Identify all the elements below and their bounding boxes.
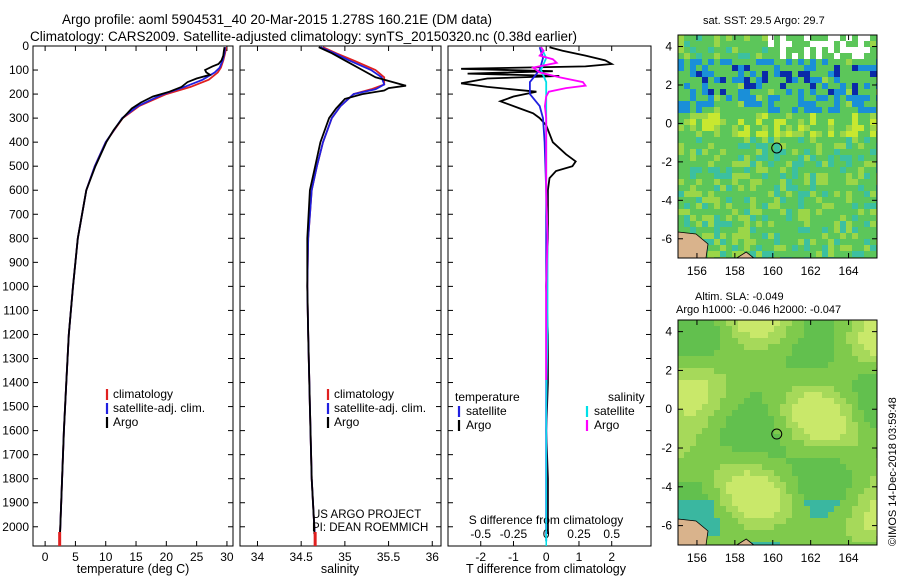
depth-tick-label: 400 xyxy=(9,135,29,149)
depth-tick-label: 600 xyxy=(9,183,29,197)
depth-tick-label: 1300 xyxy=(2,352,29,366)
temperature-xtick-label: 0 xyxy=(42,550,49,564)
salinity-xtick-label: 35.5 xyxy=(377,550,401,564)
pi-annotation: PI: DEAN ROEMMICH xyxy=(312,522,428,534)
legend-label: satellite-adj. clim. xyxy=(334,401,426,415)
depth-tick-label: 700 xyxy=(9,207,29,221)
project-annotation: US ARGO PROJECT xyxy=(312,509,421,521)
legend-label: Argo xyxy=(113,415,139,429)
sdiff-tick-label: -0.5 xyxy=(470,527,491,541)
temperature-plot-frame xyxy=(32,45,234,547)
sla_map-ytick-label: 0 xyxy=(665,402,672,416)
legend-temperature-title: temperature xyxy=(455,390,520,404)
depth-tick-label: 0 xyxy=(22,39,29,53)
salinity-xtick-label: 36 xyxy=(426,550,440,564)
tdiff-tick-label: -1 xyxy=(508,550,519,564)
sla_map-xtick-label: 162 xyxy=(801,551,821,565)
sst_map-argo-marker xyxy=(771,142,783,154)
depth-tick-label: 300 xyxy=(9,111,29,125)
legend-label: Argo xyxy=(594,418,620,432)
sst_map-ytick-label: -2 xyxy=(661,155,672,169)
sst_map-xtick-label: 156 xyxy=(687,264,707,278)
sdiff-tick-label: -0.25 xyxy=(500,527,528,541)
sst_map-ytick-label: 4 xyxy=(665,40,672,54)
sla-map-subtitle: Argo h1000: -0.046 h2000: -0.047 xyxy=(676,304,842,316)
legend-label: climatology xyxy=(334,387,394,401)
depth-tick-label: 1900 xyxy=(2,496,29,510)
sdiff-tick-label: 0.25 xyxy=(567,527,591,541)
sla_map-ytick-label: -6 xyxy=(661,519,672,533)
figure-title-line2: Climatology: CARS2009. Satellite-adjuste… xyxy=(30,29,578,44)
sla_map-frame xyxy=(677,319,878,546)
tdiff-tick-label: 1 xyxy=(576,550,583,564)
sst_map-ytick-label: -4 xyxy=(661,193,672,207)
sla_map-argo-marker xyxy=(771,428,783,440)
salinity-xtick-label: 34.5 xyxy=(289,550,313,564)
temperature-xtick-label: 10 xyxy=(99,550,113,564)
sst_map-xtick-label: 162 xyxy=(801,264,821,278)
sst-map-title: sat. SST: 29.5 Argo: 29.7 xyxy=(703,15,825,27)
salinity-xtick-label: 34 xyxy=(251,550,265,564)
sst_map-xtick-label: 158 xyxy=(725,264,745,278)
sst_map-frame xyxy=(677,34,878,259)
sdiff-tick-label: 0.5 xyxy=(603,527,620,541)
sla_map-xtick-label: 156 xyxy=(687,551,707,565)
depth-tick-label: 800 xyxy=(9,231,29,245)
tdiff-tick-label: 2 xyxy=(608,550,615,564)
sla_map-xtick-label: 160 xyxy=(763,551,783,565)
tdiff-tick-label: 0 xyxy=(543,550,550,564)
depth-tick-label: 2000 xyxy=(2,520,29,534)
sla-map-title: Altim. SLA: -0.049 xyxy=(695,291,784,303)
sst_map-ytick-label: 2 xyxy=(665,78,672,92)
salinity-plot-frame xyxy=(239,45,442,547)
depth-tick-label: 1200 xyxy=(2,327,29,341)
legend-label: satellite-adj. clim. xyxy=(113,401,205,415)
sst_map-xtick-label: 164 xyxy=(839,264,859,278)
legend-label: Argo xyxy=(466,418,492,432)
temperature-xtick-label: 30 xyxy=(220,550,234,564)
sst_map-ytick-label: 0 xyxy=(665,116,672,130)
depth-tick-label: 1100 xyxy=(3,303,29,317)
depth-tick-label: 900 xyxy=(9,255,29,269)
temperature-xtick-label: 5 xyxy=(72,550,79,564)
sla_map-field xyxy=(678,320,877,545)
difference-plot-frame xyxy=(447,45,652,547)
temperature-xtick-label: 25 xyxy=(190,550,204,564)
sla_map-ytick-label: 2 xyxy=(665,363,672,377)
sst_map-field xyxy=(678,35,877,258)
difference-series-salinity-argo xyxy=(530,46,588,534)
salinity-series-argo xyxy=(306,46,407,534)
tdiff-tick-label: -2 xyxy=(475,550,486,564)
depth-tick-label: 1400 xyxy=(2,376,29,390)
tdiff-axis-label: T difference from climatology xyxy=(466,562,627,576)
depth-tick-label: 1700 xyxy=(2,448,29,462)
legend-label: Argo xyxy=(334,415,360,429)
sla_map-ytick-label: -2 xyxy=(661,441,672,455)
legend-label: satellite xyxy=(466,404,507,418)
sst_map-xtick-label: 160 xyxy=(763,264,783,278)
temperature-xtick-label: 15 xyxy=(129,550,143,564)
temperature-axis-label: temperature (deg C) xyxy=(77,562,190,576)
temperature-xtick-label: 20 xyxy=(160,550,174,564)
sst_map-ytick-label: -6 xyxy=(661,232,672,246)
legend-salinity-title: salinity xyxy=(608,390,645,404)
salinity-xtick-label: 35 xyxy=(338,550,352,564)
depth-tick-label: 1600 xyxy=(2,424,29,438)
legend-label: satellite xyxy=(594,404,635,418)
depth-tick-label: 100 xyxy=(9,63,29,77)
depth-tick-label: 500 xyxy=(9,159,29,173)
sla_map-xtick-label: 164 xyxy=(839,551,859,565)
depth-tick-label: 1500 xyxy=(2,400,29,414)
depth-tick-label: 1000 xyxy=(2,279,29,293)
sla_map-ytick-label: 4 xyxy=(665,325,672,339)
figure-title-line1: Argo profile: aoml 5904531_40 20-Mar-201… xyxy=(62,12,493,27)
depth-tick-label: 200 xyxy=(9,87,29,101)
sla_map-ytick-label: -4 xyxy=(661,480,672,494)
sla_map-xtick-label: 158 xyxy=(725,551,745,565)
legend-label: climatology xyxy=(113,387,173,401)
temperature-series-argo xyxy=(59,47,226,535)
depth-tick-label: 1800 xyxy=(2,472,29,486)
salinity-axis-label: salinity xyxy=(321,562,360,576)
